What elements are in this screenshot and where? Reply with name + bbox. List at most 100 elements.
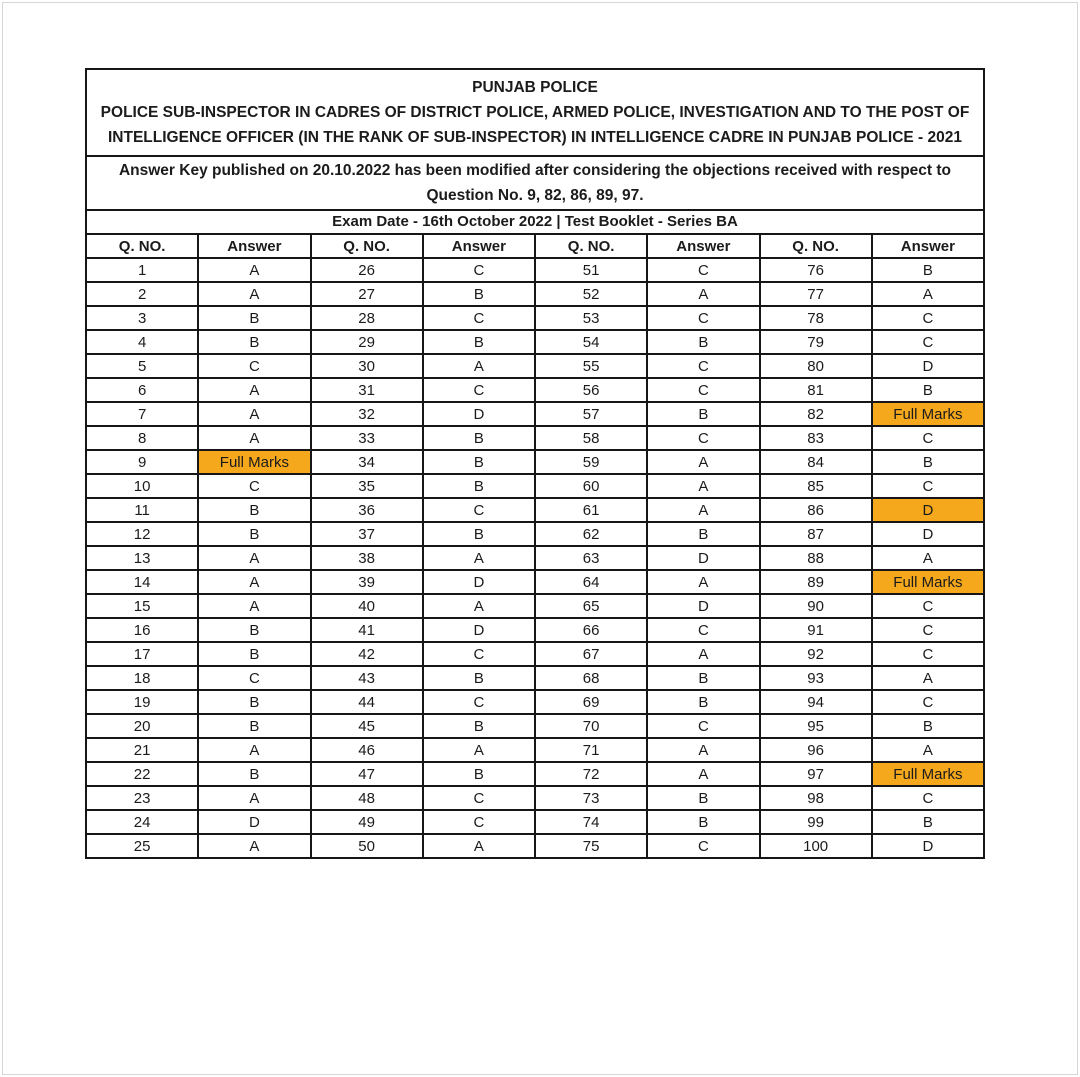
answer-cell: C (421, 785, 537, 811)
qno-cell: 45 (309, 713, 424, 739)
answer-cell: B (646, 809, 761, 835)
answer-cell: A (421, 833, 537, 859)
answer-cell: B (421, 761, 537, 787)
qno-cell: 39 (309, 569, 424, 595)
answer-cell: B (421, 713, 537, 739)
answer-cell: A (197, 425, 312, 451)
qno-header: Q. NO. (758, 233, 873, 259)
answer-cell: B (421, 665, 537, 691)
answer-cell: B (870, 377, 986, 403)
qno-cell: 4 (84, 329, 200, 355)
qno-cell: 65 (533, 593, 649, 619)
answer-cell: C (421, 641, 537, 667)
qno-cell: 19 (84, 689, 200, 715)
qno-cell: 28 (309, 305, 424, 331)
qno-cell: 86 (758, 497, 873, 523)
answer-row: 23 A 48 C 73 B 98 C (84, 785, 986, 811)
answer-row: 12 B 37 B 62 B 87 D (84, 521, 986, 547)
exam-info-box: Exam Date - 16th October 2022 | Test Boo… (85, 209, 985, 235)
answer-cell: B (870, 713, 986, 739)
qno-cell: 16 (84, 617, 200, 643)
answer-cell: B (870, 257, 986, 283)
qno-cell: 61 (533, 497, 649, 523)
qno-cell: 68 (533, 665, 649, 691)
answer-cell: A (646, 449, 761, 475)
answer-cell: C (646, 257, 761, 283)
answer-cell: A (646, 473, 761, 499)
qno-cell: 8 (84, 425, 200, 451)
qno-cell: 34 (309, 449, 424, 475)
answer-cell: B (197, 521, 312, 547)
answer-cell: C (421, 809, 537, 835)
answer-cell: A (646, 281, 761, 307)
answer-cell: A (646, 737, 761, 763)
qno-header: Q. NO. (309, 233, 424, 259)
answer-cell: D (421, 617, 537, 643)
qno-cell: 6 (84, 377, 200, 403)
answer-cell: C (870, 305, 986, 331)
answer-cell: C (870, 473, 986, 499)
qno-cell: 10 (84, 473, 200, 499)
answer-cell: B (197, 761, 312, 787)
answer-cell: A (197, 257, 312, 283)
qno-header: Q. NO. (84, 233, 200, 259)
qno-cell: 1 (84, 257, 200, 283)
answer-row: 13 A 38 A 63 D 88 A (84, 545, 986, 571)
answer-row: 9 Full Marks 34 B 59 A 84 B (84, 449, 986, 475)
qno-cell: 50 (309, 833, 424, 859)
answer-cell: C (421, 497, 537, 523)
answer-row: 19 B 44 C 69 B 94 C (84, 689, 986, 715)
qno-cell: 91 (758, 617, 873, 643)
qno-cell: 23 (84, 785, 200, 811)
answer-cell: C (870, 593, 986, 619)
answer-cell: B (421, 425, 537, 451)
answer-row: 11 B 36 C 61 A 86 D (84, 497, 986, 523)
answer-cell: B (421, 281, 537, 307)
answer-cell: A (421, 593, 537, 619)
qno-cell: 83 (758, 425, 873, 451)
qno-cell: 97 (758, 761, 873, 787)
qno-cell: 54 (533, 329, 649, 355)
answer-cell: B (646, 401, 761, 427)
qno-cell: 42 (309, 641, 424, 667)
qno-cell: 11 (84, 497, 200, 523)
answer-cell: B (646, 785, 761, 811)
qno-cell: 2 (84, 281, 200, 307)
answer-cell: A (870, 281, 986, 307)
qno-cell: 79 (758, 329, 873, 355)
answer-cell: A (421, 353, 537, 379)
answer-row: 20 B 45 B 70 C 95 B (84, 713, 986, 739)
qno-cell: 15 (84, 593, 200, 619)
answer-cell: D (870, 833, 986, 859)
exam-title: POLICE SUB-INSPECTOR IN CADRES OF DISTRI… (100, 103, 970, 146)
answer-cell: A (197, 281, 312, 307)
answer-header: Answer (646, 233, 761, 259)
qno-cell: 76 (758, 257, 873, 283)
qno-cell: 80 (758, 353, 873, 379)
qno-cell: 96 (758, 737, 873, 763)
qno-cell: 44 (309, 689, 424, 715)
answer-row: 17 B 42 C 67 A 92 C (84, 641, 986, 667)
qno-cell: 13 (84, 545, 200, 571)
qno-cell: 14 (84, 569, 200, 595)
qno-cell: 5 (84, 353, 200, 379)
answer-cell: B (197, 617, 312, 643)
qno-cell: 17 (84, 641, 200, 667)
answer-cell: A (197, 545, 312, 571)
qno-cell: 81 (758, 377, 873, 403)
answer-cell: A (421, 545, 537, 571)
answer-cell: A (646, 569, 761, 595)
qno-cell: 37 (309, 521, 424, 547)
answer-row: 14 A 39 D 64 A 89 Full Marks (84, 569, 986, 595)
answer-cell: B (421, 521, 537, 547)
org-name: PUNJAB POLICE (472, 78, 598, 96)
qno-cell: 90 (758, 593, 873, 619)
qno-cell: 74 (533, 809, 649, 835)
qno-cell: 89 (758, 569, 873, 595)
qno-cell: 22 (84, 761, 200, 787)
qno-cell: 32 (309, 401, 424, 427)
answer-cell: A (197, 593, 312, 619)
answer-cell: A (870, 665, 986, 691)
answer-cell: D (646, 593, 761, 619)
answer-row: 21 A 46 A 71 A 96 A (84, 737, 986, 763)
